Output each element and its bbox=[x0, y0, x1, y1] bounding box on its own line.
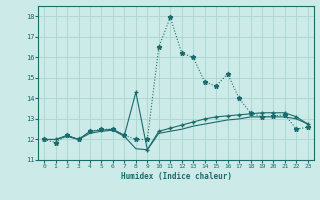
X-axis label: Humidex (Indice chaleur): Humidex (Indice chaleur) bbox=[121, 172, 231, 181]
